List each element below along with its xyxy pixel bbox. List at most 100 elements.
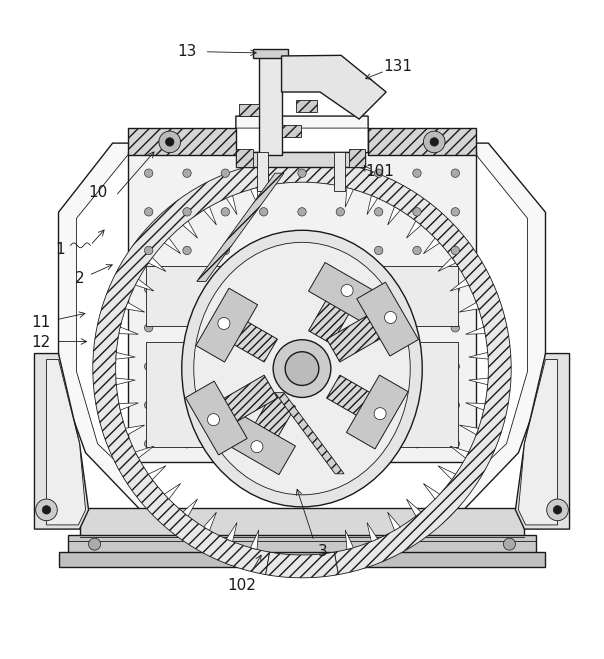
Polygon shape	[135, 279, 154, 291]
Circle shape	[260, 208, 268, 216]
Circle shape	[159, 131, 181, 153]
Polygon shape	[245, 393, 295, 453]
Circle shape	[374, 246, 383, 254]
Polygon shape	[204, 512, 216, 530]
Polygon shape	[149, 466, 166, 480]
Polygon shape	[127, 128, 236, 155]
Circle shape	[451, 285, 460, 293]
Polygon shape	[469, 353, 488, 359]
Circle shape	[251, 441, 263, 453]
Circle shape	[341, 285, 353, 297]
Circle shape	[336, 208, 344, 216]
Circle shape	[260, 169, 268, 177]
Polygon shape	[423, 238, 440, 254]
Circle shape	[144, 169, 153, 177]
Polygon shape	[327, 375, 387, 425]
Circle shape	[183, 440, 191, 448]
Polygon shape	[450, 279, 469, 291]
Polygon shape	[368, 128, 477, 155]
Bar	[146, 341, 266, 447]
Text: 131: 131	[384, 59, 413, 74]
Polygon shape	[469, 378, 488, 385]
Polygon shape	[197, 173, 284, 281]
Polygon shape	[459, 425, 478, 435]
Polygon shape	[327, 306, 397, 362]
Polygon shape	[466, 327, 485, 334]
Ellipse shape	[182, 230, 422, 507]
Circle shape	[144, 362, 153, 370]
Polygon shape	[222, 413, 295, 474]
Circle shape	[385, 312, 397, 324]
Bar	[68, 535, 536, 553]
Bar	[59, 552, 545, 567]
Polygon shape	[406, 499, 421, 516]
Polygon shape	[345, 188, 353, 207]
Polygon shape	[459, 302, 478, 312]
Circle shape	[336, 169, 344, 177]
Circle shape	[285, 352, 319, 386]
Polygon shape	[236, 149, 252, 167]
Polygon shape	[183, 221, 198, 238]
Circle shape	[89, 538, 101, 550]
Bar	[338, 266, 458, 326]
Polygon shape	[116, 353, 135, 359]
Circle shape	[374, 208, 383, 216]
Circle shape	[298, 401, 306, 409]
Bar	[236, 152, 365, 167]
Bar	[257, 152, 268, 191]
Circle shape	[298, 169, 306, 177]
Polygon shape	[149, 258, 166, 272]
Circle shape	[221, 246, 230, 254]
Polygon shape	[34, 353, 89, 529]
Polygon shape	[204, 207, 216, 225]
Circle shape	[221, 169, 230, 177]
Circle shape	[451, 362, 460, 370]
Circle shape	[144, 401, 153, 409]
Circle shape	[298, 324, 306, 332]
Text: 12: 12	[31, 335, 50, 350]
Circle shape	[553, 505, 562, 514]
Circle shape	[221, 208, 230, 216]
Polygon shape	[183, 499, 198, 516]
Text: 101: 101	[365, 165, 394, 179]
Polygon shape	[466, 403, 485, 410]
Circle shape	[451, 169, 460, 177]
Bar	[239, 104, 259, 116]
Circle shape	[413, 285, 421, 293]
Polygon shape	[438, 466, 455, 480]
Circle shape	[430, 138, 439, 146]
Polygon shape	[196, 288, 258, 362]
Polygon shape	[346, 375, 408, 449]
Polygon shape	[349, 149, 365, 167]
Polygon shape	[309, 284, 359, 344]
Text: 2: 2	[75, 271, 85, 286]
Polygon shape	[518, 360, 557, 525]
Circle shape	[298, 208, 306, 216]
Polygon shape	[367, 523, 378, 542]
Circle shape	[503, 538, 515, 550]
Polygon shape	[251, 188, 259, 207]
Polygon shape	[309, 262, 382, 324]
Polygon shape	[116, 378, 135, 385]
Circle shape	[547, 499, 568, 521]
Circle shape	[207, 414, 219, 426]
Circle shape	[451, 208, 460, 216]
Bar	[338, 341, 458, 447]
Bar	[296, 100, 317, 112]
Polygon shape	[126, 302, 145, 312]
Circle shape	[260, 362, 268, 370]
Polygon shape	[345, 530, 353, 550]
Polygon shape	[388, 207, 400, 225]
Circle shape	[451, 324, 460, 332]
Bar	[281, 125, 301, 137]
Circle shape	[144, 246, 153, 254]
Polygon shape	[226, 196, 237, 215]
Circle shape	[374, 408, 386, 420]
Circle shape	[183, 285, 191, 293]
Polygon shape	[126, 425, 145, 435]
Polygon shape	[335, 163, 511, 575]
Bar	[146, 266, 266, 326]
Circle shape	[413, 246, 421, 254]
Polygon shape	[217, 312, 277, 362]
Circle shape	[144, 208, 153, 216]
